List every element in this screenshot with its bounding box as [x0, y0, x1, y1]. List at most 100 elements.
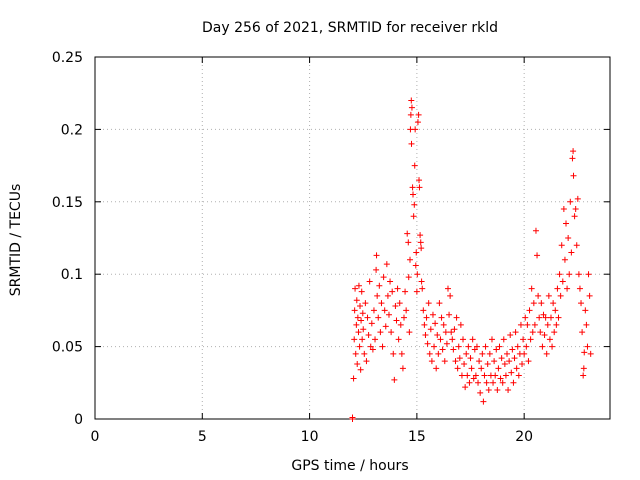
data-point [404, 230, 411, 237]
data-point [419, 285, 426, 292]
data-point [351, 307, 358, 314]
data-point [408, 104, 415, 111]
data-point [421, 321, 428, 328]
data-point [561, 256, 568, 263]
data-point [414, 271, 421, 278]
data-point [413, 249, 420, 256]
data-point [502, 372, 509, 379]
data-point [580, 372, 587, 379]
data-point [498, 355, 505, 362]
data-point [353, 297, 360, 304]
data-point [447, 292, 454, 299]
data-point [499, 379, 506, 386]
data-point [532, 227, 539, 234]
data-point [436, 300, 443, 307]
data-point [369, 346, 376, 353]
plot-frame [94, 56, 611, 420]
data-point [506, 358, 513, 365]
data-point [390, 350, 397, 357]
data-point [405, 274, 412, 281]
data-point [570, 148, 577, 155]
data-point [353, 321, 360, 328]
data-point [396, 300, 403, 307]
data-point [578, 300, 585, 307]
data-point [443, 340, 450, 347]
data-point [418, 278, 425, 285]
data-point [422, 332, 429, 339]
data-point [452, 358, 459, 365]
data-point [523, 343, 530, 350]
data-point [355, 282, 362, 289]
data-point [527, 336, 534, 343]
data-point [486, 350, 493, 357]
data-point [563, 220, 570, 227]
data-point [464, 372, 471, 379]
data-point [475, 379, 482, 386]
data-point [450, 346, 457, 353]
data-point [409, 184, 416, 191]
data-point [446, 311, 453, 318]
data-point [417, 239, 424, 246]
axis-ticks: 0 5 10 15 20 0 0.05 0.1 0.15 0.2 0.25 [52, 50, 610, 445]
data-point [438, 314, 445, 321]
data-point [405, 239, 412, 246]
data-point [473, 343, 480, 350]
data-point [558, 242, 565, 249]
data-point [363, 358, 370, 365]
data-point [368, 320, 375, 327]
data-point [378, 300, 385, 307]
data-point [568, 249, 575, 256]
data-point [428, 358, 435, 365]
data-points [349, 97, 594, 422]
data-point [461, 360, 468, 367]
y-tick-label: 0 [74, 412, 83, 428]
data-point [394, 285, 401, 292]
data-point [374, 292, 381, 299]
data-point [514, 343, 521, 350]
data-point [420, 307, 427, 314]
data-point [357, 366, 364, 373]
y-tick-label: 0.25 [52, 50, 83, 66]
data-point [388, 329, 395, 336]
data-point [358, 288, 365, 295]
data-point [382, 323, 389, 330]
data-point [505, 387, 512, 394]
data-point [412, 126, 419, 133]
data-point [442, 329, 449, 336]
data-point [364, 314, 371, 321]
data-point [425, 300, 432, 307]
data-point [570, 172, 577, 179]
data-point [544, 321, 551, 328]
data-point [550, 300, 557, 307]
x-tick-label: 0 [91, 429, 100, 445]
data-point [536, 314, 543, 321]
data-point [477, 389, 484, 396]
data-point [399, 365, 406, 372]
data-point [373, 266, 380, 273]
data-point [365, 332, 372, 339]
data-point [413, 288, 420, 295]
data-point [553, 321, 560, 328]
data-point [431, 343, 438, 350]
data-point [528, 285, 535, 292]
data-point [398, 350, 405, 357]
data-point [530, 300, 537, 307]
data-point [429, 311, 436, 318]
data-point [586, 292, 593, 299]
y-tick-label: 0.2 [61, 122, 83, 138]
data-point [468, 365, 475, 372]
data-point [583, 321, 590, 328]
data-point [435, 350, 442, 357]
data-point [554, 285, 561, 292]
data-point [395, 336, 402, 343]
data-point [360, 326, 367, 333]
data-point [526, 307, 533, 314]
chart-title: Day 256 of 2021, SRMTID for receiver rkl… [202, 20, 498, 36]
data-point [407, 256, 414, 263]
data-point [557, 292, 564, 299]
data-point [495, 365, 502, 372]
data-point [355, 329, 362, 336]
data-point [440, 321, 447, 328]
data-point [356, 343, 363, 350]
